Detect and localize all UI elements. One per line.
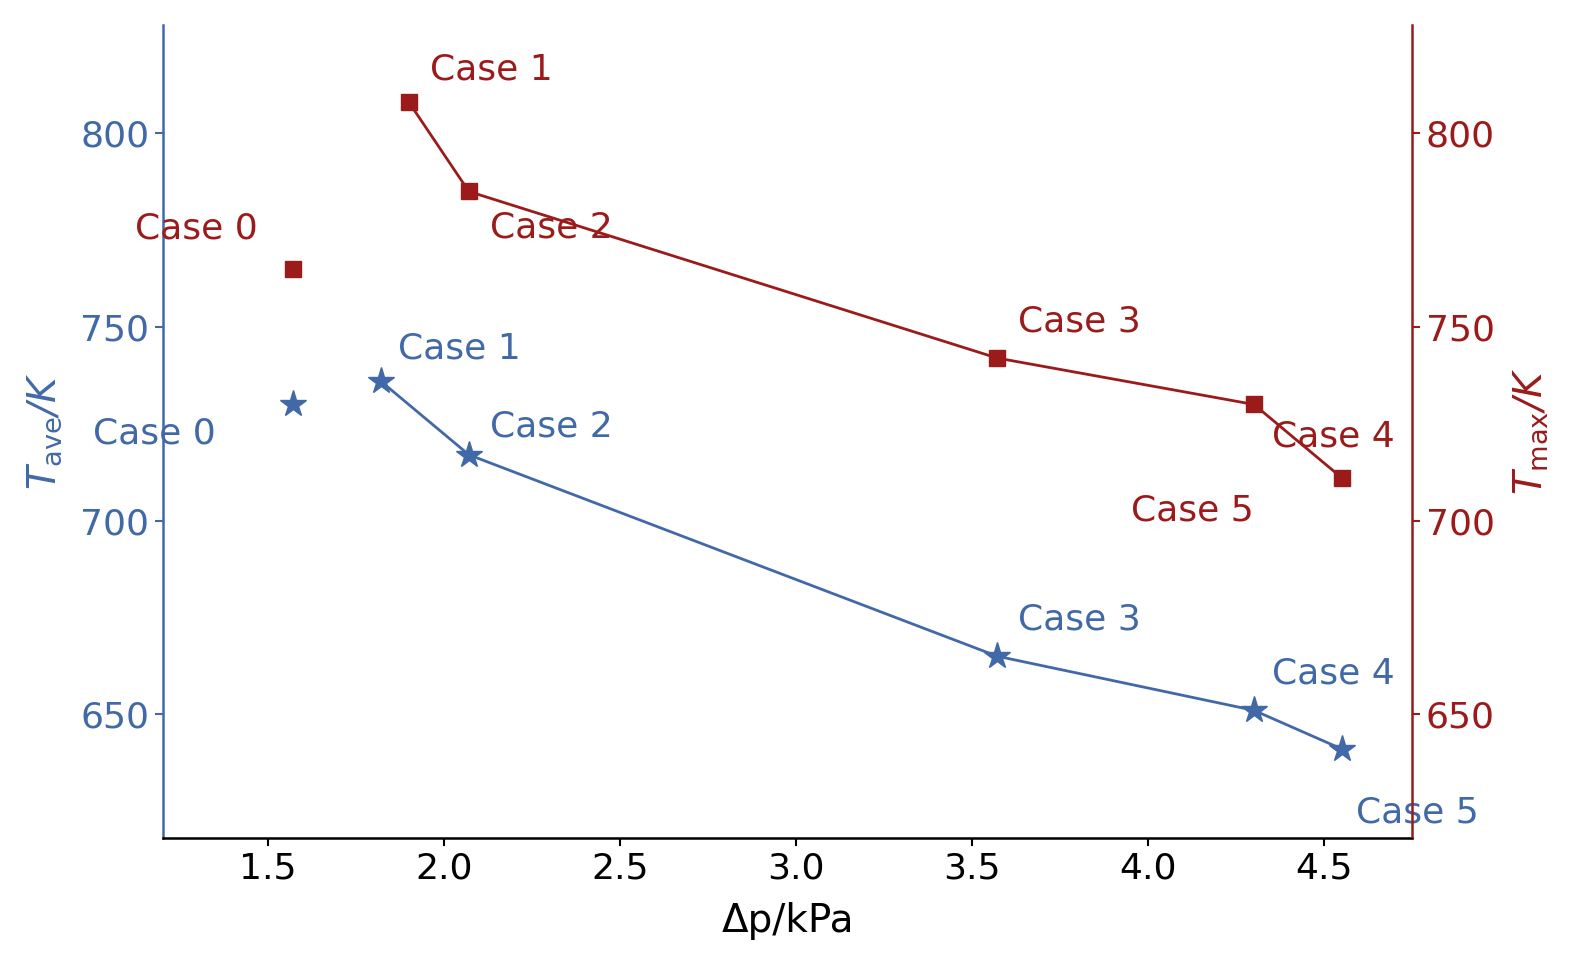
Text: Case 2: Case 2 bbox=[490, 211, 613, 245]
Text: Case 3: Case 3 bbox=[1017, 603, 1140, 637]
Text: Case 3: Case 3 bbox=[1017, 305, 1140, 339]
Text: Case 0: Case 0 bbox=[135, 211, 258, 246]
Text: Case 0: Case 0 bbox=[93, 416, 216, 450]
Text: Case 4: Case 4 bbox=[1271, 420, 1394, 454]
Y-axis label: $T_\mathrm{max}$/K: $T_\mathrm{max}$/K bbox=[1512, 368, 1550, 495]
Text: Case 4: Case 4 bbox=[1271, 657, 1394, 691]
Y-axis label: $T_\mathrm{ave}$/K: $T_\mathrm{ave}$/K bbox=[25, 372, 63, 490]
X-axis label: Δp/kPa: Δp/kPa bbox=[721, 902, 854, 940]
Text: Case 1: Case 1 bbox=[430, 53, 553, 87]
Text: Case 1: Case 1 bbox=[398, 332, 521, 366]
Text: Case 5: Case 5 bbox=[1131, 493, 1254, 528]
Text: Case 5: Case 5 bbox=[1356, 795, 1479, 830]
Text: Case 2: Case 2 bbox=[490, 409, 613, 443]
